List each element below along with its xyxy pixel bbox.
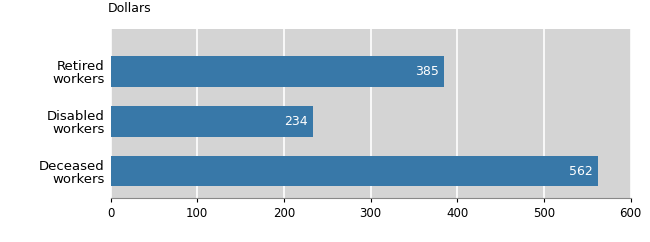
Text: 234: 234 — [285, 115, 308, 128]
Text: 562: 562 — [569, 165, 592, 178]
Text: 385: 385 — [415, 65, 439, 78]
Bar — [111, 156, 597, 187]
Bar — [111, 106, 313, 137]
Bar — [111, 56, 444, 87]
Text: Dollars: Dollars — [108, 2, 151, 15]
